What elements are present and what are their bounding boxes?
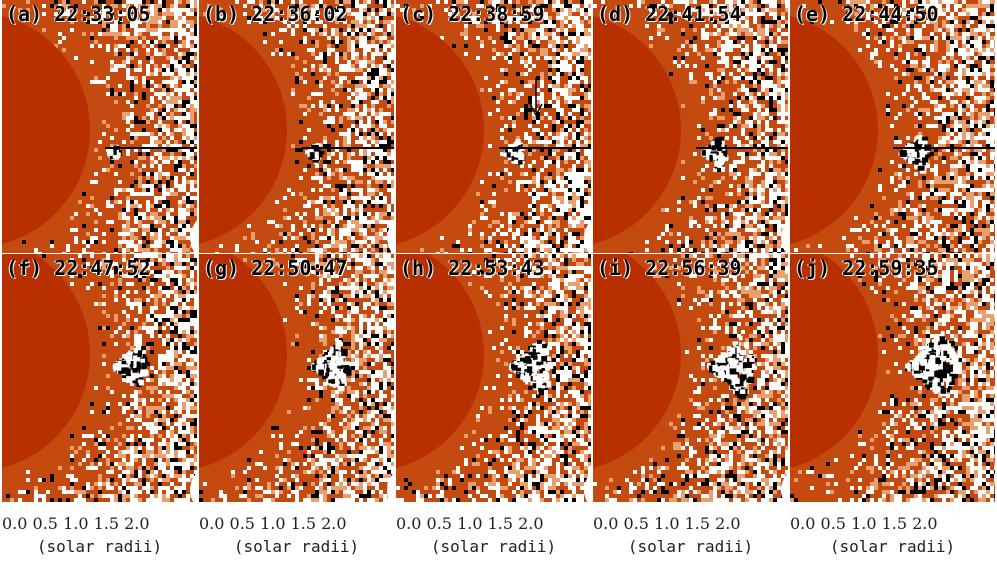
difference-image — [2, 254, 197, 502]
panel-label: (i) 22:56:39 — [597, 256, 742, 280]
panel-label: (h) 22:53:43 — [400, 256, 545, 280]
axis-unit-label: (solar radii) — [829, 537, 956, 556]
panel-g: (g) 22:50:47 — [199, 254, 394, 502]
axis-tick-labels: 0.0 0.5 1.0 1.5 2.0 — [2, 514, 150, 533]
axis-unit-label: (solar radii) — [430, 537, 557, 556]
axis-unit-label: (solar radii) — [233, 537, 360, 556]
panel-f: (f) 22:47:52 — [2, 254, 197, 502]
axis-tick-labels: 0.0 0.5 1.0 1.5 2.0 — [396, 514, 544, 533]
axis-tick-labels: 0.0 0.5 1.0 1.5 2.0 — [199, 514, 347, 533]
difference-image — [2, 0, 197, 253]
axis-unit-label: (solar radii) — [36, 537, 163, 556]
difference-image — [593, 0, 788, 253]
panel-label: (e) 22:44:50 — [794, 2, 939, 26]
panel-label: (b) 22:36:02 — [203, 2, 348, 26]
panel-c: (c) 22:38:59 — [396, 0, 591, 253]
axis-tick-labels: 0.0 0.5 1.0 1.5 2.0 — [593, 514, 741, 533]
panel-d: (d) 22:41:54 — [593, 0, 788, 253]
panel-label: (j) 22:59:35 — [794, 256, 939, 280]
difference-image — [593, 254, 788, 502]
axis-unit-label: (solar radii) — [627, 537, 754, 556]
panel-label: (a) 22:33:05 — [6, 2, 151, 26]
panel-a: (a) 22:33:05 — [2, 0, 197, 253]
difference-image — [790, 0, 995, 253]
difference-image — [396, 254, 591, 502]
panel-j: (j) 22:59:35 — [790, 254, 995, 502]
difference-image — [396, 0, 591, 253]
axis-tick-labels: 0.0 0.5 1.0 1.5 2.0 — [790, 514, 938, 533]
panel-label: (f) 22:47:52 — [6, 256, 151, 280]
panel-label: (d) 22:41:54 — [597, 2, 742, 26]
difference-image — [790, 254, 995, 502]
panel-label: (c) 22:38:59 — [400, 2, 545, 26]
difference-image — [199, 254, 394, 502]
panel-b: (b) 22:36:02 — [199, 0, 394, 253]
panel-label: (g) 22:50:47 — [203, 256, 348, 280]
panel-h: (h) 22:53:43 — [396, 254, 591, 502]
panel-e: (e) 22:44:50 — [790, 0, 995, 253]
difference-image — [199, 0, 394, 253]
panel-i: (i) 22:56:39 — [593, 254, 788, 502]
